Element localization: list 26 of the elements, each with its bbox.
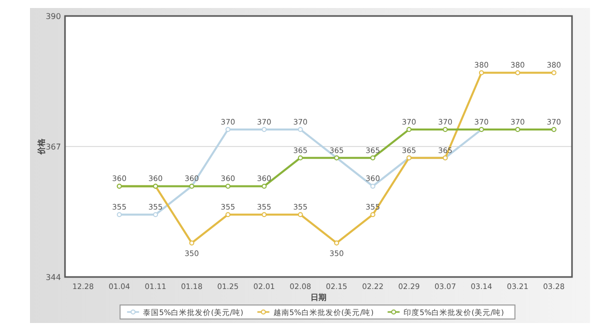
y-tick-label: 344 <box>46 273 61 282</box>
point <box>225 184 230 189</box>
point <box>262 212 267 218</box>
point <box>478 70 484 76</box>
y-axis-title: 价格 <box>37 138 46 156</box>
point <box>298 155 303 160</box>
point <box>298 126 303 132</box>
point <box>298 212 303 218</box>
point <box>189 240 194 246</box>
point <box>406 126 412 132</box>
point <box>153 212 158 218</box>
point <box>225 126 230 132</box>
point <box>334 240 340 246</box>
point <box>262 184 267 189</box>
point <box>551 70 556 76</box>
point <box>370 155 376 160</box>
point <box>515 70 520 76</box>
point <box>116 212 122 218</box>
x-axis-title: 日期 <box>310 293 326 302</box>
point <box>370 184 376 189</box>
point <box>370 212 376 218</box>
y-tick-label: 367 <box>46 142 61 152</box>
y-tick-label: 390 <box>46 12 61 21</box>
point <box>262 126 267 132</box>
point <box>442 126 448 132</box>
point <box>225 212 230 218</box>
